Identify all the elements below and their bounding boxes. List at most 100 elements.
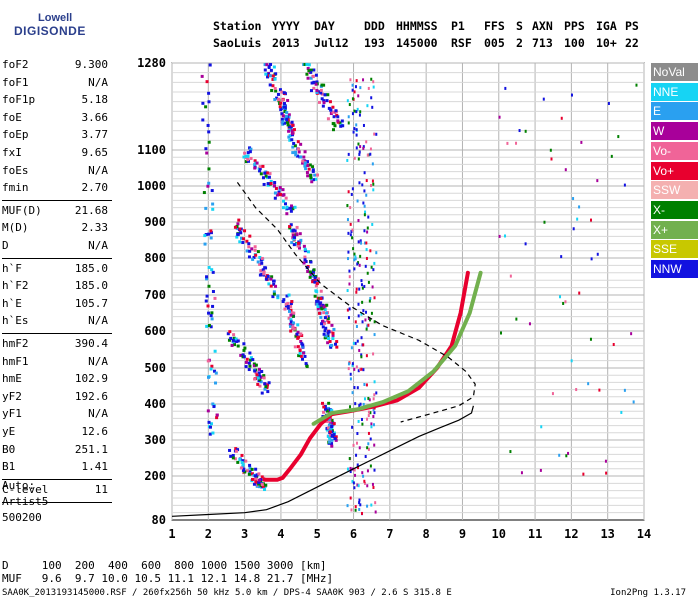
echo-dot xyxy=(363,213,366,217)
y-tick-label: 200 xyxy=(144,469,166,483)
echo-dot xyxy=(346,99,349,103)
echo-dot xyxy=(360,241,363,245)
param-label: yE xyxy=(2,425,16,438)
echo-dot xyxy=(301,159,305,163)
echo-dot xyxy=(292,128,296,132)
param-value: 21.68 xyxy=(74,203,108,217)
echo-dot xyxy=(207,311,211,315)
echo-dot xyxy=(309,76,313,80)
echo-dot xyxy=(258,384,262,388)
echo-dot xyxy=(235,339,239,343)
echo-dot xyxy=(240,236,244,240)
echo-dot xyxy=(322,101,326,105)
echo-dot xyxy=(262,270,266,274)
echo-dot xyxy=(605,471,608,475)
param-label: hmF2 xyxy=(2,337,29,350)
echo-dot xyxy=(329,345,333,349)
echo-dot xyxy=(374,510,377,514)
echo-dot xyxy=(290,300,294,304)
echo-dot xyxy=(371,162,374,166)
param-label: yF2 xyxy=(2,389,22,403)
echo-dot xyxy=(209,236,213,240)
echo-dot xyxy=(358,446,361,450)
echo-dot xyxy=(550,157,553,161)
echo-dot xyxy=(326,331,330,335)
echo-dot xyxy=(207,100,211,104)
echo-dot xyxy=(367,442,370,446)
echo-dot xyxy=(257,472,261,476)
echo-dot xyxy=(572,227,575,231)
echo-dot xyxy=(236,232,240,236)
echo-dot xyxy=(285,118,289,122)
echo-dot xyxy=(354,473,357,477)
echo-dot xyxy=(362,402,365,406)
echo-dot xyxy=(255,161,259,165)
echo-dot xyxy=(201,118,205,122)
echo-dot xyxy=(298,351,302,355)
echo-dot xyxy=(276,92,280,96)
echo-dot xyxy=(242,348,246,352)
echo-dot xyxy=(351,425,354,429)
echo-dot xyxy=(580,140,583,144)
echo-dot xyxy=(504,86,507,90)
echo-dot xyxy=(360,367,363,371)
profile-dashed-line xyxy=(236,182,476,423)
echo-dot xyxy=(576,217,579,221)
echo-dot xyxy=(209,314,213,318)
echo-dot xyxy=(332,115,336,119)
echo-dot xyxy=(256,382,260,386)
echo-dot xyxy=(306,250,310,254)
echo-dot xyxy=(334,438,338,442)
echo-dot xyxy=(363,284,366,288)
echo-dot xyxy=(357,218,360,222)
echo-dot xyxy=(515,141,518,145)
echo-dot xyxy=(366,104,369,108)
param-value: N/A xyxy=(88,239,108,252)
echo-dot xyxy=(253,369,257,373)
echo-dot xyxy=(282,199,286,203)
param-row: yF1 N/A xyxy=(2,407,108,425)
legend-item: Vo+ xyxy=(651,161,698,180)
echo-dot xyxy=(582,472,585,476)
echo-dot xyxy=(306,76,310,80)
echo-dot xyxy=(315,282,319,286)
echo-dot xyxy=(567,451,570,455)
echo-dot xyxy=(205,277,209,281)
echo-dot xyxy=(272,65,276,69)
echo-dot xyxy=(346,204,349,208)
echo-dot xyxy=(243,346,247,350)
echo-dot xyxy=(207,284,211,288)
echo-dot xyxy=(258,165,262,169)
header-label: PPS xyxy=(564,19,585,33)
param-row: h`Es N/A xyxy=(2,314,108,332)
param-label: C-level xyxy=(2,482,49,496)
echo-dot xyxy=(310,180,314,184)
echo-dot xyxy=(324,326,328,330)
echo-dot xyxy=(356,386,359,390)
echo-dot xyxy=(286,123,290,127)
echo-dot xyxy=(329,330,333,334)
echo-dot xyxy=(369,152,372,156)
echo-dot xyxy=(319,88,323,92)
echo-dot xyxy=(211,202,215,206)
echo-dot xyxy=(348,457,351,461)
echo-dot xyxy=(314,73,318,77)
echo-dot xyxy=(273,181,277,185)
echo-dot xyxy=(311,75,315,79)
echo-dot xyxy=(321,325,325,329)
echo-dot xyxy=(229,454,233,458)
echo-dot xyxy=(294,334,298,338)
echo-dot xyxy=(632,400,635,404)
echo-dot xyxy=(360,417,363,421)
echo-dot xyxy=(253,159,257,163)
echo-dot xyxy=(346,158,349,162)
echo-dot xyxy=(255,373,259,377)
echo-dot xyxy=(203,242,207,246)
echo-dot xyxy=(206,184,210,188)
echo-dot xyxy=(273,77,277,81)
echo-dot xyxy=(366,324,369,328)
echo-dot xyxy=(299,332,303,336)
echo-dot xyxy=(234,449,238,453)
echo-dot xyxy=(254,467,258,471)
echo-dot xyxy=(252,255,256,259)
